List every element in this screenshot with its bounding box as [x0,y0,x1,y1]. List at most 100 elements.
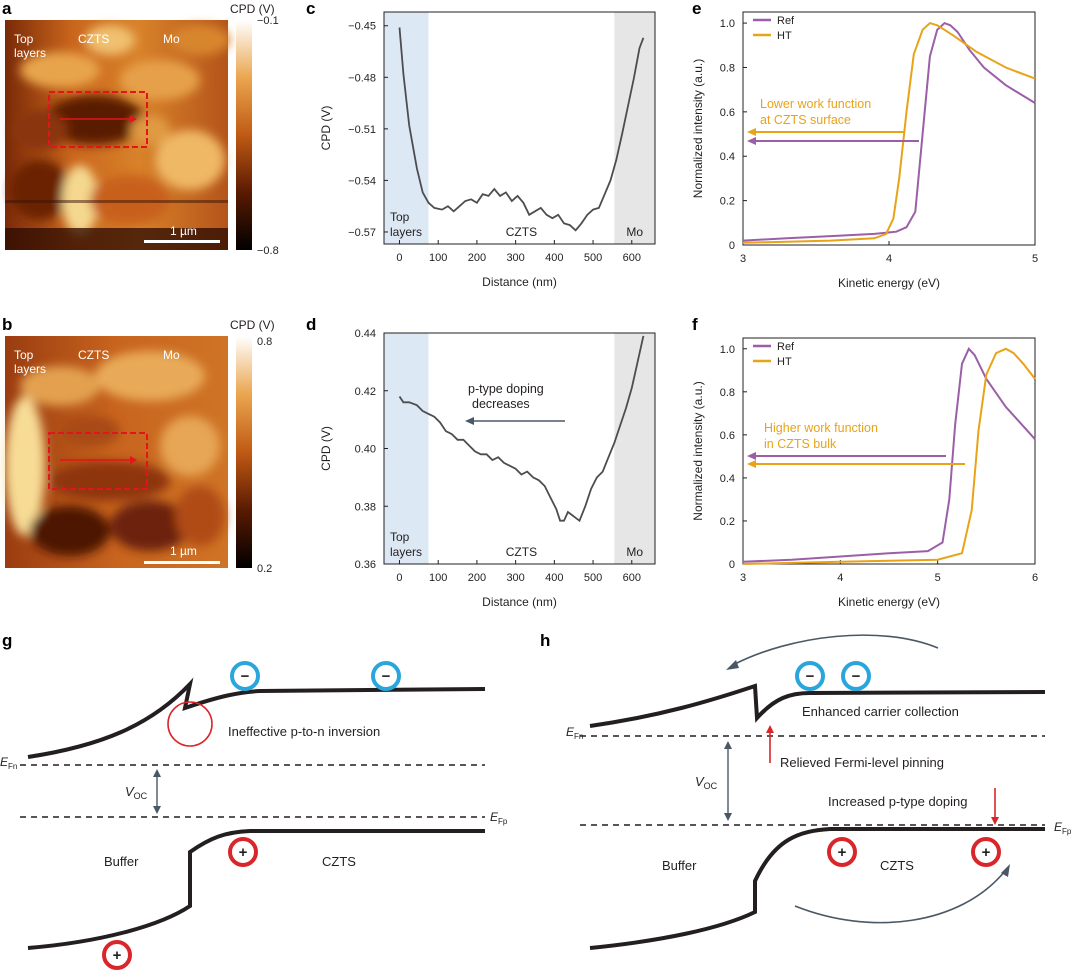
plot-frame [742,11,1036,246]
colorbar-min-a: −0.8 [257,245,279,257]
voc-label-h: VOC [695,774,718,791]
x-tick-label: 400 [545,572,563,584]
x-tick-label: 100 [429,572,447,584]
hole-flow-arrowhead-h [1001,864,1010,877]
plot-f: 3 4 5 6 0 0.2 0.4 0.6 0.8 1.0 Kinetic energy (eV) N… [691,337,1038,609]
valence-band-h [589,827,1045,950]
inversion-circle-g [167,701,213,747]
y-tick-label: 0.4 [720,473,735,485]
y-tick-label: 0.8 [720,387,735,399]
region-band-mo [614,333,655,564]
colorbar-max-a: −0.1 [257,15,279,27]
region-label-mo-b: Mo [163,348,180,362]
panel-h: h EFn EFp VOC − − Enhanced carrier colle… [540,631,1072,950]
annotation-f-arrowhead-ref [747,452,756,460]
kpfm-image-b [5,336,228,568]
voc-arrowhead-bottom-g [153,806,161,814]
x-tick-label: 300 [506,572,524,584]
buffer-label-h: Buffer [662,858,697,873]
panel-label-e: e [692,0,701,18]
x-axis-title: Distance (nm) [482,275,557,289]
region-label-top: Top [390,210,410,224]
hole-flow-arrow-h [794,870,1006,924]
region-label-layers: layers [390,225,422,239]
hole-h-1 [827,837,857,867]
hole-plus-icon-g-2: + [113,947,122,964]
hole-g-2 [102,940,132,970]
y-tick-label: 1.0 [720,344,735,356]
scale-bar-b [144,561,220,564]
x-tick-label: 5 [1032,253,1038,265]
annotation-f-line2: in CZTS bulk [764,437,837,451]
y-tick-label: 0.6 [720,107,735,119]
annotation-e-line1: Lower work function [760,97,871,111]
x-axis-title: Kinetic energy (eV) [838,276,940,290]
plot-frame [742,337,1036,565]
series-line-ref [742,21,1036,242]
hole-h-2 [971,837,1001,867]
chart-panel-f: 3 4 5 6 0 0.2 0.4 0.6 0.8 1.0 Kinetic energy (eV) N… [691,316,1038,609]
x-tick-label: 600 [623,252,641,264]
annotation-d-line1: p-type doping [468,382,544,396]
x-axis-title: Distance (nm) [482,595,557,609]
panel-label-c: c [306,0,315,18]
y-tick-label: 0.2 [720,196,735,208]
y-tick-label: 0.42 [355,386,376,398]
series-line-cpd [398,27,645,232]
doping-arrowhead-h [991,817,999,825]
region-label-czts: CZTS [506,545,537,559]
region-band-mo [614,12,655,244]
profile-arrowhead-a [130,115,137,123]
annotation-f-line1: Higher work function [764,421,878,435]
doping-label-h: Increased p-type doping [828,794,967,809]
y-tick-label: 1.0 [720,18,735,30]
electron-minus-icon-g-1: − [241,668,250,685]
pinning-label-h: Relieved Fermi-level pinning [780,755,944,770]
x-tick-label: 6 [1032,572,1038,584]
region-band-top-layers [384,333,429,564]
voc-arrowhead-bottom-h [724,813,732,821]
x-tick-label: 100 [429,252,447,264]
region-label-layers-a: layers [14,46,46,60]
x-tick-label: 300 [506,252,524,264]
y-tick-label: 0 [729,559,735,571]
y-tick-label: 0.8 [720,62,735,74]
x-tick-label: 500 [584,572,602,584]
collection-arrow-h [734,634,939,665]
y-tick-label: 0.40 [355,444,376,456]
x-tick-label: 200 [468,252,486,264]
electron-h-1 [795,661,825,691]
colorbar-min-b: 0.2 [257,563,272,575]
y-tick-label: 0.44 [355,328,376,340]
y-tick-label: 0.6 [720,430,735,442]
x-tick-label: 4 [837,572,843,584]
annotation-e-arrowhead-ref [747,137,756,145]
x-tick-label: 5 [935,572,941,584]
x-tick-label: 4 [886,253,892,265]
panel-a: a Top layers CZTS Mo 1 µm CPD (V) −0.1 −… [2,0,279,257]
annotation-e-line2: at CZTS surface [760,113,851,127]
series-line-ref [742,347,1036,563]
panel-label-d: d [306,316,316,334]
hole-plus-icon-g-1: + [239,844,248,861]
voc-label-g: VOC [125,784,148,801]
panel-b: b Top layers CZTS Mo 1 µm CPD (V) 0.8 0.… [2,316,275,575]
region-label-mo: Mo [626,545,643,559]
colorbar-max-b: 0.8 [257,336,272,348]
efp-label-g: EFp [490,810,508,826]
region-band-top-layers [384,12,429,244]
electron-h-2 [841,661,871,691]
region-label-top-b: Top [14,348,34,362]
pinning-arrowhead-h [766,725,774,733]
annotation-d-line2: decreases [472,397,530,411]
kpfm-image-a [5,20,230,250]
hole-plus-icon-h-1: + [838,844,847,861]
colorbar-a [236,20,252,250]
x-tick-label: 500 [584,252,602,264]
region-label-layers-b: layers [14,362,46,376]
x-tick-label: 0 [396,572,402,584]
chart-panel-e: 3 4 5 0 0.2 0.4 0.6 0.8 1.0 Kinetic energy (eV) No… [691,0,1038,290]
